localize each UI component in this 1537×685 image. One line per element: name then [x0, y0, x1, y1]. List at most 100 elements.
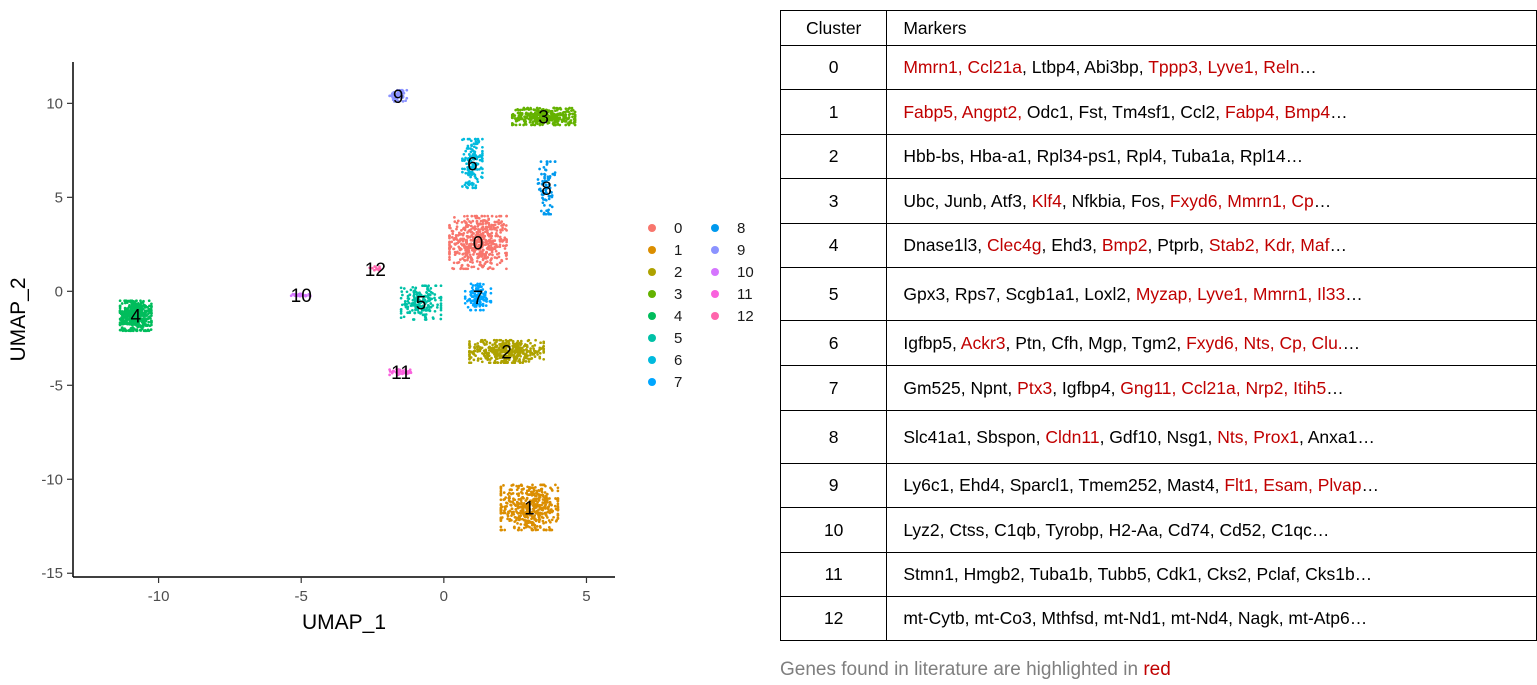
marker-gene-text: Ubc, Junb, Atf3, — [903, 190, 1032, 211]
data-point — [128, 311, 132, 315]
data-point — [510, 484, 514, 487]
data-point — [399, 309, 403, 313]
data-point — [474, 184, 478, 187]
data-point — [468, 155, 472, 158]
legend-label-12: 12 — [737, 308, 754, 325]
data-point — [448, 255, 451, 259]
data-point — [408, 293, 412, 297]
data-point — [140, 304, 144, 308]
data-point — [476, 267, 480, 271]
data-point — [415, 292, 419, 296]
data-point — [546, 510, 549, 514]
data-point — [527, 357, 530, 361]
data-point — [412, 290, 416, 294]
data-point — [401, 96, 405, 99]
data-point — [407, 301, 411, 305]
data-point — [541, 345, 545, 349]
data-point — [486, 256, 490, 259]
cluster-0-points — [448, 214, 508, 271]
data-point — [433, 309, 437, 313]
data-point — [474, 308, 478, 312]
data-point — [414, 290, 418, 294]
data-point — [519, 339, 523, 343]
data-point — [539, 341, 542, 345]
data-point — [405, 96, 409, 100]
data-point — [432, 317, 435, 320]
data-point — [517, 347, 520, 351]
data-point — [469, 282, 473, 286]
data-point — [541, 519, 545, 523]
data-point — [543, 173, 547, 177]
data-point — [463, 301, 467, 305]
markers-cell: Ly6c1, Ehd4, Sparcl1, Tmem252, Mast4, Fl… — [886, 463, 1537, 508]
data-point — [453, 250, 457, 254]
data-point — [136, 305, 139, 309]
data-point — [548, 511, 552, 515]
data-point — [536, 500, 539, 504]
data-point — [488, 225, 492, 229]
literature-gene-text: Fabp4, Bmp4 — [1225, 101, 1331, 122]
data-point — [539, 209, 543, 213]
data-point — [478, 254, 482, 257]
data-point — [150, 309, 153, 313]
data-point — [535, 106, 539, 110]
data-point — [478, 247, 482, 251]
data-point — [495, 263, 499, 266]
data-point — [476, 345, 479, 349]
cluster-label-10: 10 — [291, 286, 312, 307]
data-point — [526, 485, 529, 489]
data-point — [517, 517, 521, 521]
data-point — [532, 500, 536, 504]
data-point — [466, 166, 469, 169]
data-point — [449, 226, 452, 230]
data-point — [400, 290, 404, 293]
data-point — [479, 234, 482, 237]
data-point — [532, 347, 535, 350]
data-point — [517, 526, 521, 530]
data-point — [525, 111, 528, 115]
data-point — [388, 368, 391, 371]
data-point — [541, 493, 545, 497]
data-point — [530, 351, 534, 355]
data-point — [544, 198, 548, 202]
marker-gene-text: … — [1313, 190, 1332, 211]
data-point — [479, 340, 483, 343]
data-point — [541, 512, 544, 516]
data-point — [481, 265, 484, 269]
data-point — [417, 294, 421, 298]
data-point — [510, 351, 514, 354]
data-point — [526, 516, 530, 519]
markers-cell: Stmn1, Hmgb2, Tuba1b, Tubb5, Cdk1, Cks2,… — [886, 552, 1537, 597]
data-point — [485, 227, 488, 230]
data-point — [510, 512, 514, 515]
data-point — [542, 341, 546, 345]
data-point — [123, 329, 127, 333]
data-point — [505, 238, 508, 241]
data-point — [499, 509, 503, 513]
data-point — [421, 284, 424, 288]
data-point — [516, 107, 519, 111]
data-point — [534, 519, 538, 523]
data-point — [402, 315, 406, 319]
data-point — [145, 323, 148, 327]
data-point — [304, 293, 308, 297]
data-point — [147, 299, 151, 303]
data-point — [439, 284, 443, 288]
data-point — [540, 515, 544, 519]
data-point — [473, 167, 476, 171]
data-point — [479, 288, 483, 292]
data-point — [149, 328, 153, 331]
marker-gene-text: Lyz2, Ctss, C1qb, Tyrobp, H2-Aa, Cd74, C… — [903, 519, 1330, 540]
data-point — [499, 518, 503, 521]
data-point — [461, 257, 464, 260]
legend-key-12 — [711, 312, 719, 320]
data-point — [489, 349, 493, 353]
y-tick-label: 10 — [46, 95, 63, 112]
data-point — [431, 291, 434, 295]
data-point — [130, 301, 134, 304]
data-point — [501, 228, 504, 232]
data-point — [478, 294, 482, 298]
data-point — [474, 176, 478, 180]
data-point — [481, 137, 484, 141]
